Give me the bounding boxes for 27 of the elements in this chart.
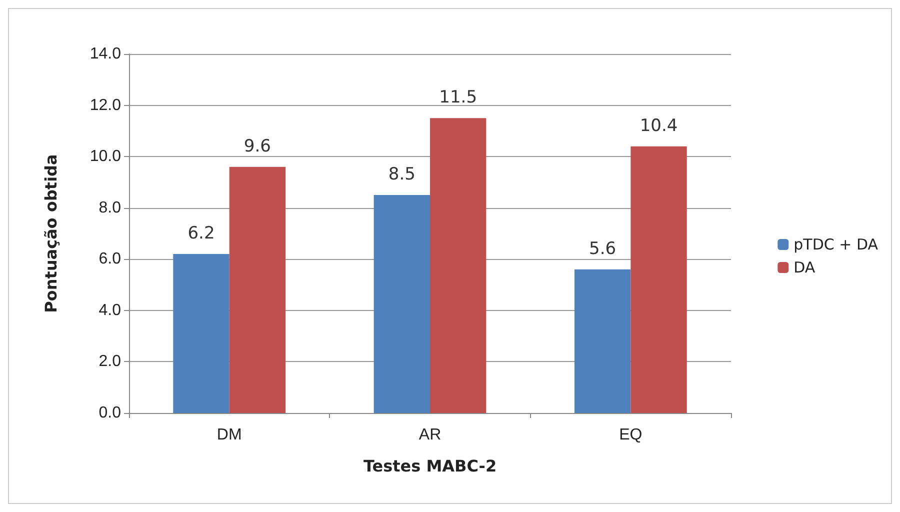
data-label: 11.5	[439, 88, 478, 108]
x-tick-label: DM	[216, 426, 242, 444]
bar	[173, 254, 230, 413]
legend-label: pTDC + DA	[794, 236, 879, 254]
y-tick-label: 6.0	[98, 250, 122, 268]
y-tick-label: 12.0	[90, 96, 122, 114]
bar	[229, 166, 286, 413]
bar	[630, 146, 687, 413]
data-label: 6.2	[188, 224, 215, 244]
y-tick-label: 0.0	[98, 404, 122, 422]
y-tick-label: 14.0	[90, 46, 122, 62]
x-tick-label: AR	[418, 426, 442, 444]
y-tick-label: 4.0	[98, 302, 122, 319]
x-axis-title: Testes MABC-2	[363, 456, 497, 476]
y-axis-title: Pontuação obtida	[42, 154, 60, 313]
legend-label: DA	[794, 258, 816, 276]
y-tick-label: 8.0	[98, 199, 122, 216]
y-tick-label: 10.0	[90, 148, 122, 166]
data-label: 8.5	[388, 164, 416, 185]
y-tick-label: 2.0	[98, 353, 122, 370]
data-label: 10.4	[640, 116, 678, 136]
data-label: 9.6	[244, 136, 271, 156]
bar	[574, 269, 631, 413]
bar	[430, 118, 486, 413]
x-tick-label: EQ	[619, 426, 642, 444]
data-label: 5.6	[589, 238, 616, 259]
bar	[374, 195, 430, 413]
